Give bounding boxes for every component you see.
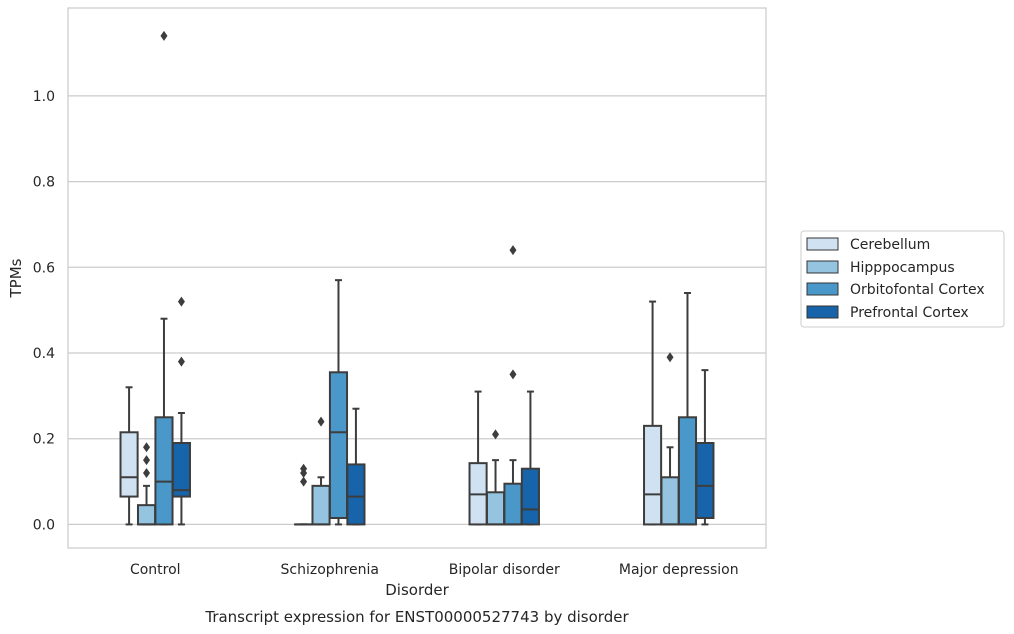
x-tick-label: Schizophrenia — [281, 562, 379, 578]
box-body — [485, 491, 506, 526]
x-tick-label: Bipolar disorder — [449, 562, 560, 578]
outlier-point — [160, 30, 168, 41]
outlier-point — [143, 442, 151, 453]
box-body — [677, 416, 698, 526]
box-plot — [136, 442, 157, 526]
box-plot — [154, 30, 174, 526]
box-body — [346, 463, 366, 526]
x-tick-label: Control — [130, 562, 181, 578]
legend-swatch — [806, 237, 839, 251]
box-plot — [520, 390, 540, 526]
legend-label: Orbitofontal Cortex — [850, 282, 985, 298]
outlier-point — [300, 476, 308, 487]
outlier-point — [317, 416, 325, 427]
box-body — [136, 504, 157, 526]
outlier-point — [666, 352, 674, 363]
outlier-point — [143, 468, 151, 478]
x-tick-label: Major depression — [619, 562, 739, 578]
box-body — [119, 431, 139, 498]
box-body — [520, 467, 540, 526]
outlier-point — [177, 356, 185, 367]
x-axis-title: Disorder — [385, 581, 449, 599]
outlier-point — [509, 369, 517, 380]
outlier-point — [143, 455, 151, 466]
outlier-point — [300, 463, 308, 474]
legend-label: Prefrontal Cortex — [850, 305, 969, 321]
y-tick-label: 1.0 — [33, 89, 55, 105]
box-plot — [294, 463, 314, 526]
legend: Cerebellum Hipppocampus Orbitofontal Cor… — [800, 230, 1005, 328]
y-tick-label: 0.0 — [33, 517, 55, 533]
box-body — [695, 442, 715, 519]
y-tick-labels: 0.0 0.2 0.4 0.6 0.8 1.0 — [33, 89, 55, 534]
outlier-point — [492, 429, 500, 440]
y-tick-label: 0.6 — [33, 260, 55, 276]
box-body — [643, 424, 663, 526]
legend-item-cerebellum: Cerebellum — [806, 237, 930, 253]
y-tick-label: 0.2 — [33, 432, 55, 448]
box-plot — [328, 279, 349, 526]
box-body — [328, 371, 349, 519]
box-plot — [695, 369, 715, 526]
outlier-point — [509, 245, 517, 256]
legend-item-prefrontal-cortex: Prefrontal Cortex — [806, 305, 969, 321]
box-plot — [660, 352, 680, 526]
box-body — [154, 416, 174, 526]
legend-frame — [800, 230, 1005, 328]
y-tick-label: 0.4 — [33, 346, 55, 362]
chart-caption: Transcript expression for ENST0000052774… — [204, 608, 629, 626]
box-plot — [119, 386, 139, 526]
legend-swatch — [806, 282, 839, 296]
legend-item-hippocampus: Hipppocampus — [806, 260, 955, 276]
legend-label: Cerebellum — [850, 237, 930, 253]
y-axis-title: TPMs — [7, 258, 25, 298]
box-plot — [171, 296, 191, 526]
box-body — [171, 442, 191, 498]
box-plot — [677, 292, 698, 526]
outlier-point — [177, 296, 185, 307]
box-plot — [643, 300, 663, 526]
box-body — [311, 484, 331, 526]
legend-swatch — [806, 260, 839, 274]
x-tick-labels: Control Schizophrenia Bipolar disorder Majo… — [130, 562, 739, 578]
box-body — [660, 476, 680, 526]
legend-swatch — [806, 305, 839, 319]
legend-item-orbitofrontal-cortex: Orbitofontal Cortex — [806, 282, 985, 298]
y-tick-label: 0.8 — [33, 175, 55, 191]
legend-label: Hipppocampus — [850, 260, 955, 276]
plot-frame — [67, 7, 767, 549]
box-body — [503, 482, 523, 526]
box-groups — [119, 30, 715, 526]
box-plot — [346, 407, 366, 526]
